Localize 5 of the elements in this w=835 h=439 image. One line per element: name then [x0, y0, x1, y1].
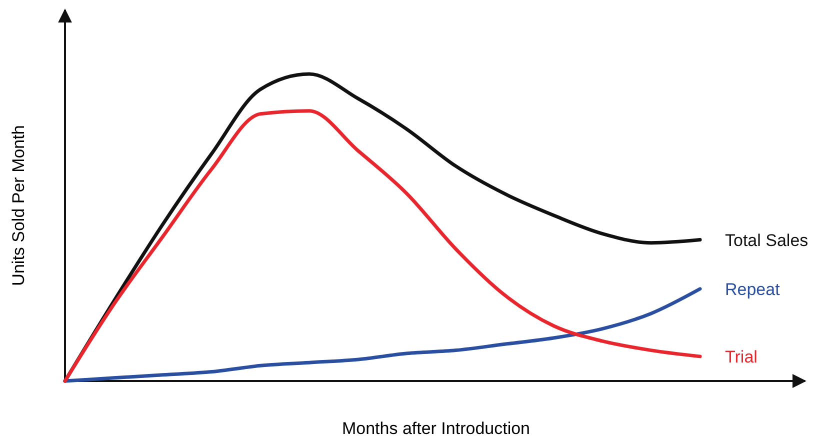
y-axis-title: Units Sold Per Month [9, 125, 28, 286]
series-label: Total Sales [725, 230, 808, 250]
x-axis-title: Months after Introduction [342, 419, 530, 438]
series-label: Repeat [725, 280, 780, 299]
series-label: Trial [725, 347, 758, 366]
